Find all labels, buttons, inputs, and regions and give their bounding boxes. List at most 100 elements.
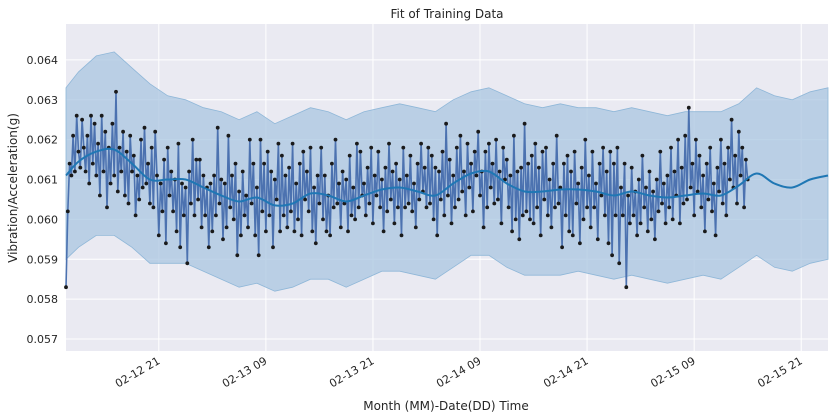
observed-point [651, 189, 655, 194]
observed-point [92, 121, 97, 126]
observed-point [385, 209, 390, 214]
observed-point [476, 129, 481, 134]
observed-series-points [64, 89, 750, 290]
observed-point [726, 145, 730, 150]
observed-point [119, 169, 124, 174]
observed-point [217, 201, 222, 206]
observed-point [619, 185, 623, 190]
observed-point [540, 149, 545, 154]
observed-point [446, 193, 450, 198]
observed-point [219, 177, 224, 182]
observed-point [185, 261, 190, 266]
observed-point [212, 173, 217, 178]
observed-point [471, 209, 475, 214]
observed-point [73, 169, 77, 174]
y-tick-label: 0.061 [27, 174, 59, 187]
observed-point [280, 153, 284, 158]
observed-point [297, 161, 302, 166]
observed-point [399, 233, 404, 238]
observed-point [704, 161, 709, 166]
observed-point [335, 201, 340, 206]
observed-point [231, 217, 236, 222]
observed-point [337, 181, 341, 186]
observed-point [686, 105, 691, 110]
observed-point [711, 181, 716, 186]
observed-point [501, 145, 506, 150]
observed-point [601, 145, 605, 150]
x-axis-title: Month (MM)-Date(DD) Time [363, 399, 529, 413]
observed-point [478, 193, 482, 198]
observed-point [315, 173, 320, 178]
observed-point [442, 213, 447, 218]
observed-point [374, 193, 379, 198]
observed-point [422, 165, 427, 170]
observed-point [239, 233, 243, 238]
observed-point [105, 205, 109, 210]
observed-point [233, 161, 238, 166]
observed-point [65, 209, 70, 214]
x-tick-label: 02-14 21 [541, 354, 590, 390]
observed-point [653, 237, 657, 242]
observed-point [688, 185, 693, 190]
observed-point [192, 213, 197, 218]
observed-point [260, 209, 265, 214]
observed-point [524, 209, 529, 214]
observed-point [165, 145, 170, 150]
observed-point [481, 225, 486, 230]
observed-point [148, 201, 152, 206]
observed-point [180, 181, 184, 186]
observed-point [351, 185, 356, 190]
observed-point [531, 221, 536, 226]
observed-point [694, 137, 698, 142]
observed-point [665, 173, 670, 178]
observed-point [371, 221, 375, 226]
observed-point [615, 145, 620, 150]
observed-point [274, 197, 279, 202]
observed-point [572, 149, 577, 154]
observed-point [169, 169, 174, 174]
observed-point [560, 245, 564, 250]
observed-point [87, 181, 92, 186]
x-tick-label: 02-14 09 [434, 354, 483, 390]
observed-point [408, 153, 413, 158]
observed-point [317, 201, 322, 206]
observed-point [362, 181, 366, 186]
observed-point [380, 177, 384, 182]
observed-point [83, 169, 88, 174]
observed-point [612, 161, 616, 166]
observed-point [344, 177, 349, 182]
observed-point [305, 169, 309, 174]
observed-point [322, 173, 327, 178]
observed-point [562, 161, 566, 166]
observed-point [485, 205, 490, 210]
observed-point [162, 157, 167, 162]
observed-point [313, 241, 318, 246]
observed-point [89, 113, 93, 118]
observed-point [733, 153, 738, 158]
observed-point [483, 149, 488, 154]
observed-point [321, 217, 325, 222]
observed-point [149, 145, 154, 150]
observed-point [569, 169, 573, 174]
observed-point [683, 133, 688, 138]
observed-point [413, 225, 418, 230]
observed-point [660, 201, 664, 206]
y-axis-title: Vibration/Acceleration(g) [6, 113, 20, 263]
observed-point [287, 165, 291, 170]
observed-point [590, 149, 595, 154]
observed-point [628, 221, 632, 226]
observed-point [685, 197, 689, 202]
observed-point [342, 201, 347, 206]
observed-point [249, 201, 254, 206]
observed-point [178, 245, 183, 250]
observed-point [576, 181, 581, 186]
observed-point [142, 125, 147, 130]
observed-point [388, 197, 393, 202]
observed-point [538, 233, 543, 238]
observed-point [553, 205, 557, 210]
observed-point [228, 205, 233, 210]
observed-point [610, 253, 614, 258]
observed-point [338, 225, 343, 230]
observed-point [139, 137, 143, 142]
observed-point [437, 169, 441, 174]
